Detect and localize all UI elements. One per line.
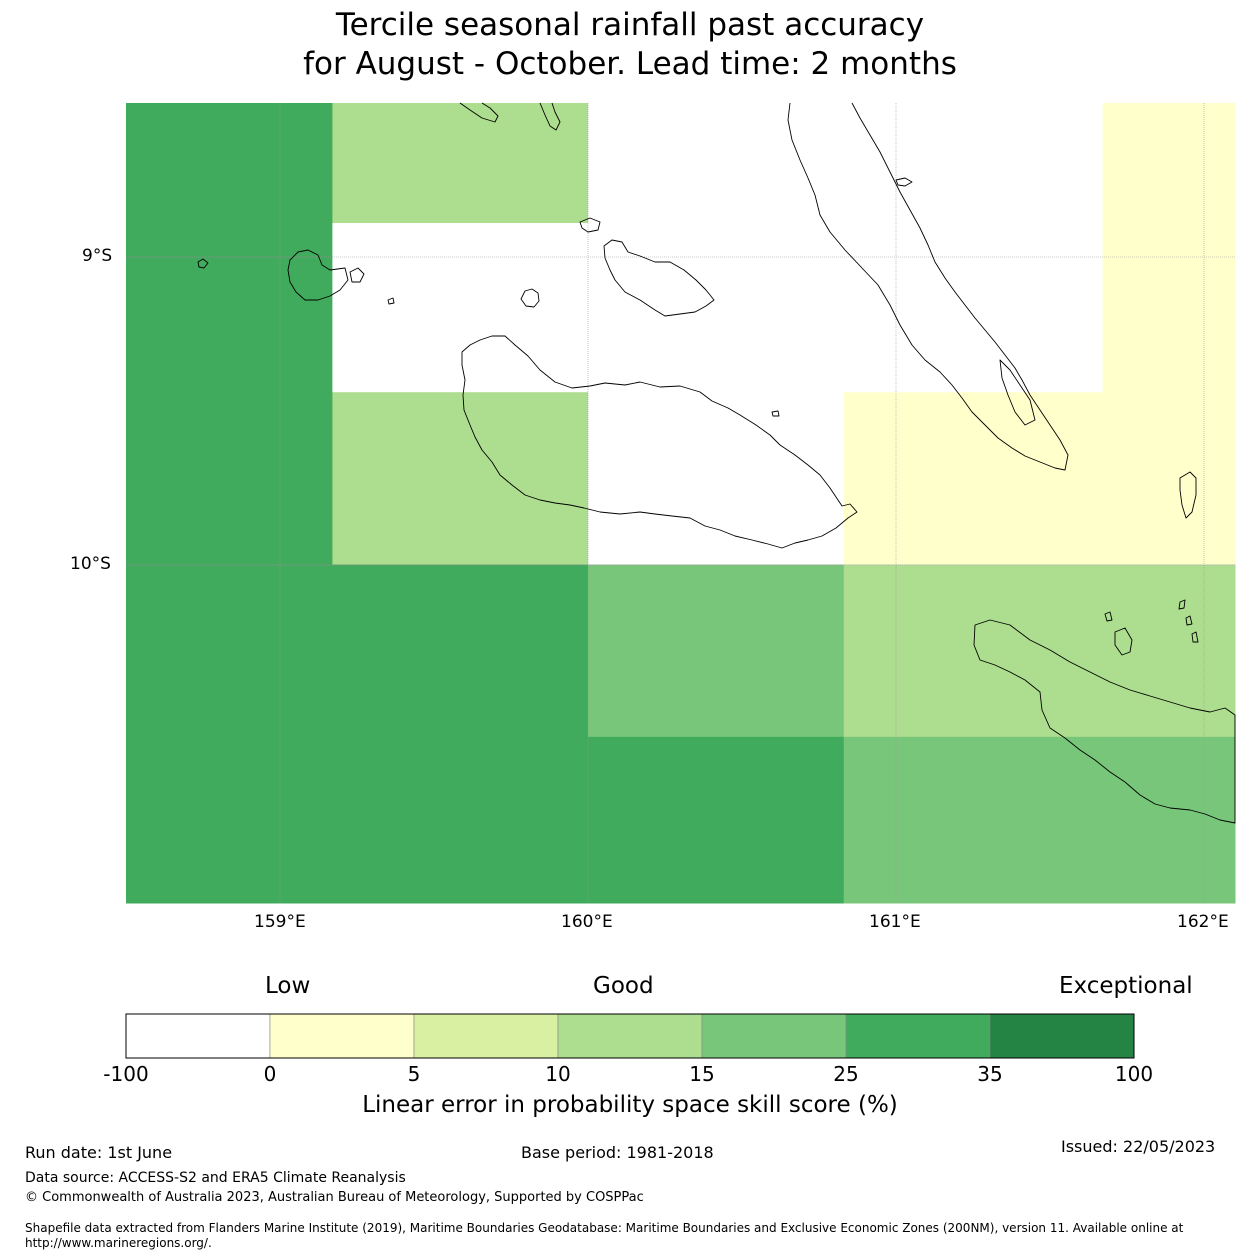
legend-tick-label: 35	[977, 1062, 1003, 1086]
legend-tick-label: 25	[833, 1062, 859, 1086]
legend-swatch	[413, 1013, 559, 1059]
skill-cell	[588, 392, 845, 566]
lon-tick-label: 161°E	[869, 912, 921, 932]
coastline-russell	[287, 249, 349, 301]
skill-cell	[1102, 392, 1236, 566]
coastline-russell-small-1	[349, 267, 365, 283]
skill-cell	[1102, 223, 1236, 393]
run-date: Run date: 1st June	[25, 1143, 173, 1162]
legend-swatch	[701, 1013, 847, 1059]
coastline-ugi	[1114, 627, 1133, 656]
legend-word-exceptional: Exceptional	[1059, 973, 1193, 999]
coastline-savo	[520, 288, 540, 308]
skill-cell	[126, 392, 333, 566]
lat-tick-label: 10°S	[70, 554, 111, 574]
skill-cell	[1102, 736, 1236, 904]
legend-swatch	[269, 1013, 415, 1059]
skill-cell	[843, 103, 1104, 224]
coastline-north-islands	[459, 102, 499, 123]
skill-cell	[332, 103, 589, 224]
legend-tick-label: -100	[103, 1062, 149, 1086]
data-source: Data source: ACCESS-S2 and ERA5 Climate …	[25, 1170, 406, 1186]
coastline-small-islet-3	[1104, 611, 1113, 622]
skill-cell	[843, 564, 1104, 738]
legend-tick-label: 0	[263, 1062, 277, 1086]
legend-word-good: Good	[593, 973, 654, 999]
coastline-north-islands-2	[539, 102, 561, 131]
coastline-guadalcanal	[461, 335, 858, 549]
coastline-small-islet-6	[1191, 631, 1199, 643]
coastline-small-islet-1	[895, 177, 913, 187]
skill-cell	[1102, 103, 1236, 224]
skill-cell	[332, 223, 589, 393]
skill-cell	[1102, 564, 1236, 738]
skill-cell	[332, 736, 589, 904]
shapefile-credit-line-1: Shapefile data extracted from Flanders M…	[25, 1221, 1184, 1235]
coastline-small-islet-4	[1178, 599, 1186, 610]
lon-tick-label: 159°E	[254, 912, 306, 932]
coastline-ulawa	[1179, 471, 1197, 519]
coastline-malaita	[787, 102, 1069, 471]
legend-swatch	[557, 1013, 703, 1059]
chart-title-line-2: for August - October. Lead time: 2 month…	[303, 46, 957, 82]
coastline-makira	[973, 619, 1236, 824]
skill-cell	[126, 223, 333, 393]
legend-outline	[125, 1013, 1135, 1059]
legend-swatch	[845, 1013, 991, 1059]
skill-cell	[332, 564, 589, 738]
coastline-nggela-north	[579, 217, 601, 233]
legend-swatch	[125, 1013, 271, 1059]
skill-cell	[588, 564, 845, 738]
legend-tick-label: 10	[545, 1062, 571, 1086]
copyright: © Commonwealth of Australia 2023, Austra…	[25, 1190, 644, 1205]
skill-cell	[588, 223, 845, 393]
legend-tick-label: 5	[407, 1062, 421, 1086]
coastline-small-islet-2	[771, 410, 780, 417]
legend-tick-label: 100	[1114, 1062, 1154, 1086]
coastline-maramasike	[999, 359, 1036, 426]
coastline-islet-west	[197, 258, 209, 269]
shapefile-credit-line-2: http://www.marineregions.org/.	[25, 1236, 212, 1250]
coastline-nggela	[603, 239, 715, 317]
coastline-small-islet-5	[1185, 615, 1193, 626]
lat-tick-label: 9°S	[82, 246, 113, 266]
chart-title-line-1: Tercile seasonal rainfall past accuracy	[335, 7, 925, 43]
legend-word-low: Low	[265, 973, 311, 999]
legend-title: Linear error in probability space skill …	[362, 1092, 898, 1118]
skill-cell	[843, 223, 1104, 393]
skill-cell	[588, 736, 845, 904]
base-period: Base period: 1981-2018	[521, 1143, 714, 1162]
legend-swatch	[989, 1013, 1135, 1059]
skill-cell	[588, 103, 845, 224]
skill-cell	[126, 103, 333, 224]
issued-date: Issued: 22/05/2023	[1061, 1137, 1216, 1156]
skill-cell	[332, 392, 589, 566]
lon-tick-label: 162°E	[1177, 912, 1229, 932]
coastline-russell-small-2	[387, 297, 395, 305]
skill-cell	[843, 392, 1104, 566]
legend-tick-label: 15	[689, 1062, 715, 1086]
lon-tick-label: 160°E	[561, 912, 613, 932]
skill-cell	[843, 736, 1104, 904]
skill-cell	[126, 564, 333, 738]
skill-cell	[126, 736, 333, 904]
